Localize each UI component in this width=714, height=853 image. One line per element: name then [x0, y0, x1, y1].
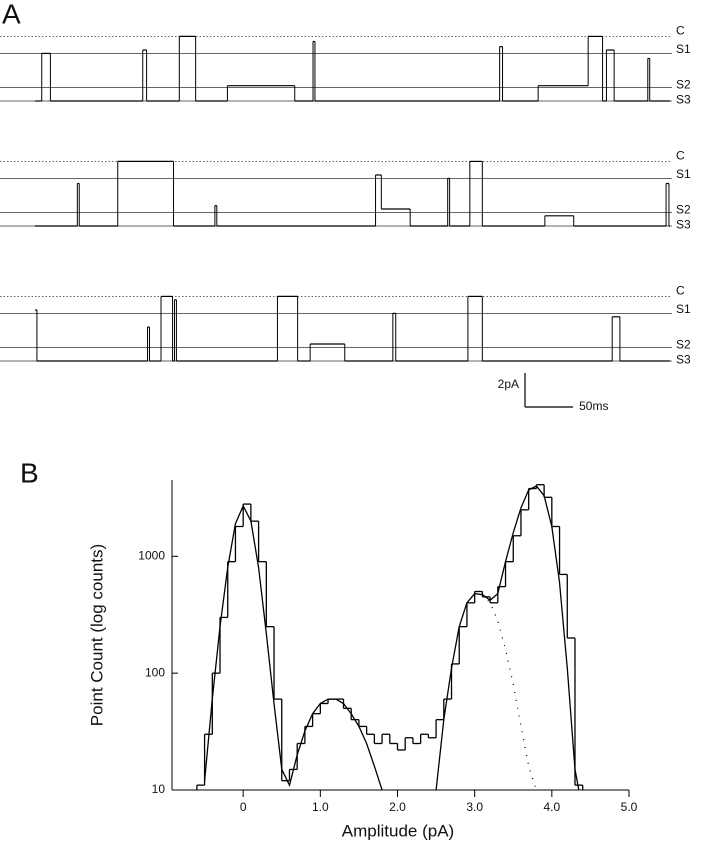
- y-tick-label: 1000: [138, 548, 165, 562]
- level-label: S3: [676, 353, 691, 367]
- x-tick-label: 5.0: [621, 800, 638, 814]
- x-tick-label: 1.0: [312, 800, 329, 814]
- level-label: S1: [676, 167, 691, 181]
- level-label: C: [676, 149, 685, 163]
- x-axis-title: Amplitude (pA): [342, 821, 454, 840]
- panel-label: B: [20, 457, 39, 488]
- scale-label: 2pA: [498, 377, 519, 391]
- fit-curve: [203, 504, 383, 791]
- level-label: C: [676, 284, 685, 298]
- scale-label: 50ms: [579, 399, 608, 413]
- level-label: S1: [676, 42, 691, 56]
- level-label: S2: [676, 338, 691, 352]
- x-tick-label: 0: [240, 800, 247, 814]
- fit-curve: [435, 485, 580, 791]
- y-axis-title: Point Count (log counts): [87, 544, 106, 726]
- level-label: S1: [676, 302, 691, 316]
- level-label: S2: [676, 203, 691, 217]
- y-tick-label: 100: [145, 665, 165, 679]
- x-tick-label: 3.0: [466, 800, 483, 814]
- level-label: C: [676, 24, 685, 38]
- level-label: S2: [676, 78, 691, 92]
- x-tick-label: 4.0: [543, 800, 560, 814]
- fit-curve: [481, 594, 537, 791]
- y-tick-label: 10: [152, 782, 166, 796]
- x-tick-label: 2.0: [389, 800, 406, 814]
- level-label: S3: [676, 218, 691, 232]
- level-label: S3: [676, 93, 691, 107]
- panel-label: A: [2, 0, 21, 29]
